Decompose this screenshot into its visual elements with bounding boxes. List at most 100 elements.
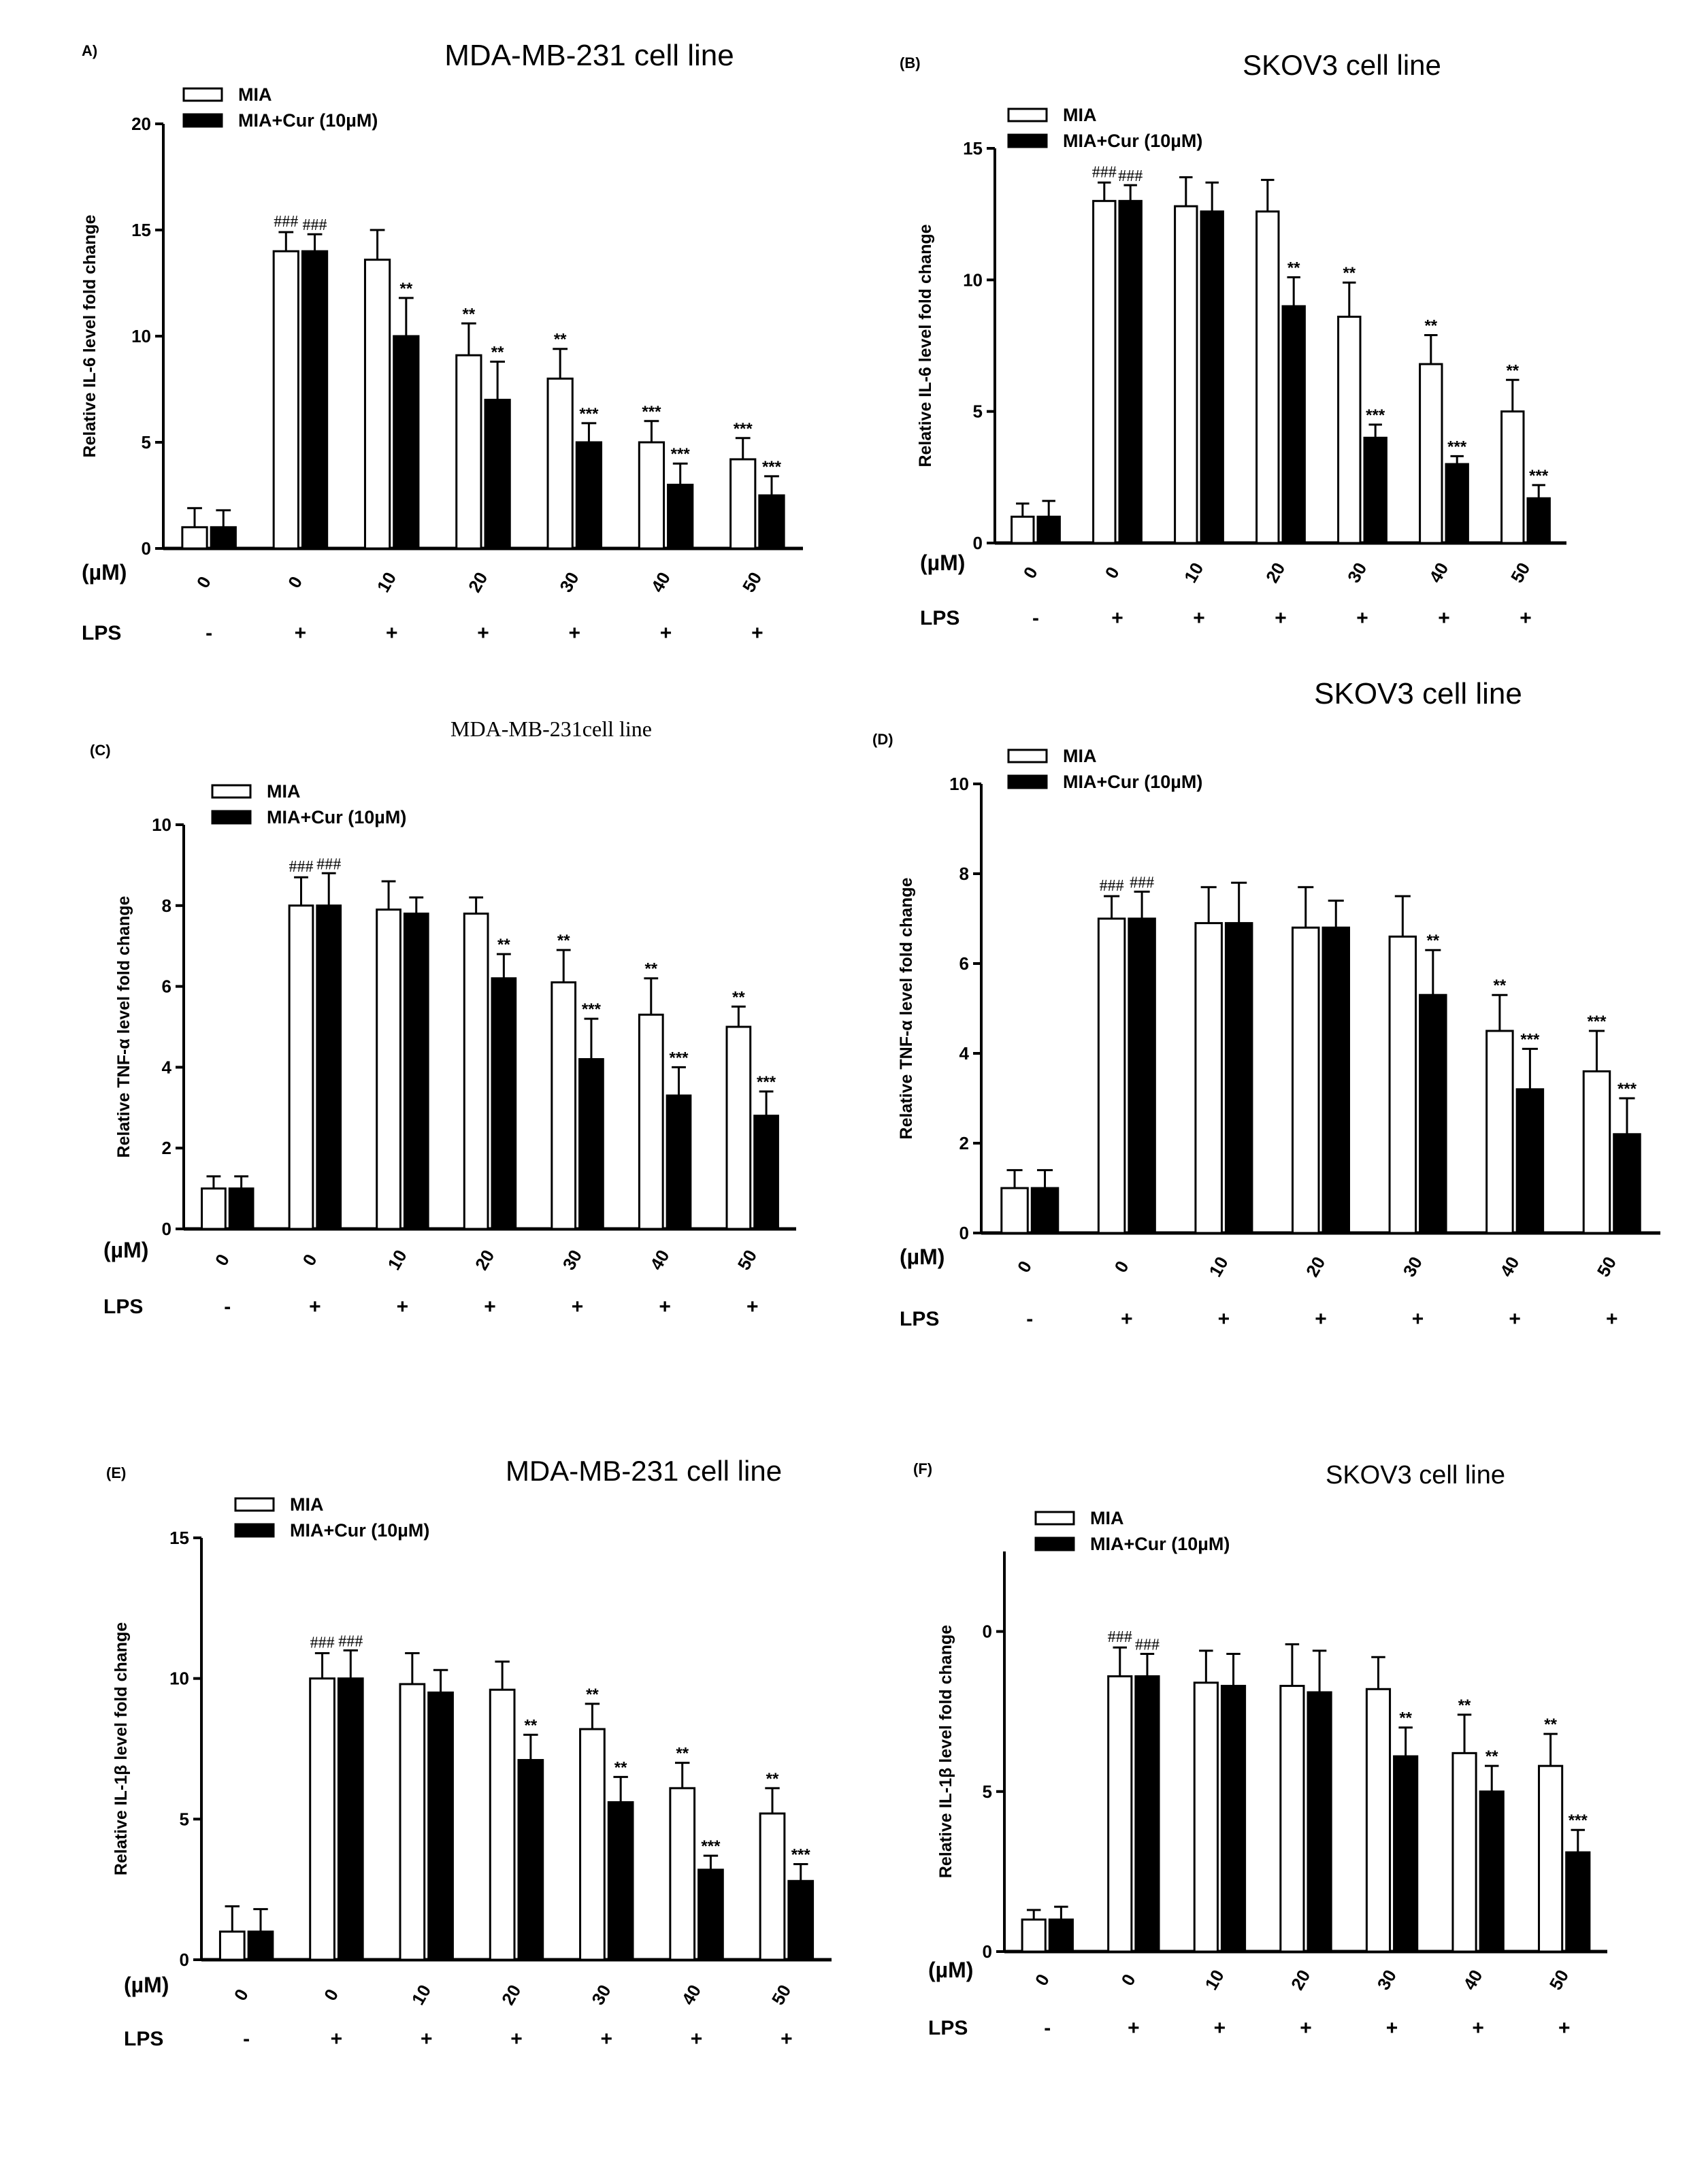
significance-hash: ### <box>1100 877 1124 895</box>
legend: MIA MIA+Cur (10µM) <box>1034 1508 1230 1554</box>
y-tick-label: 8 <box>162 895 171 916</box>
significance-star: ** <box>399 280 412 298</box>
lps-sign: + <box>397 1296 409 1318</box>
legend-swatch-mia <box>182 87 223 102</box>
bar-mia <box>309 1677 335 1961</box>
x-tick-label: 20 <box>1302 1253 1329 1280</box>
x-tick-label: 30 <box>1399 1253 1426 1280</box>
lps-sign: + <box>1472 2017 1484 2039</box>
lps-sign: + <box>331 2028 343 2050</box>
bar-mia-cur <box>1281 305 1306 544</box>
lps-sign: + <box>1438 607 1450 629</box>
lps-sign: + <box>746 1296 759 1318</box>
bar-mia-cur <box>607 1801 634 1961</box>
significance-star: ** <box>732 988 745 1006</box>
lps-sign: + <box>1193 607 1205 629</box>
chart-title: SKOV3 cell line <box>1326 1461 1505 1490</box>
lps-sign: + <box>295 622 307 644</box>
x-tick-label: 40 <box>646 1246 673 1273</box>
y-tick-label: 0 <box>180 1950 189 1970</box>
significance-star: *** <box>762 458 782 476</box>
lps-sign: + <box>1111 607 1123 629</box>
bar-mia-cur <box>1048 1918 1074 1953</box>
lps-sign: + <box>510 2028 523 2050</box>
y-tick-label: 5 <box>142 432 151 453</box>
x-tick-label: 30 <box>1343 559 1370 586</box>
legend-label: MIA+Cur (10µM) <box>238 110 378 131</box>
y-axis-label: Relative IL-1β level fold change <box>936 1625 955 1878</box>
legend-swatch-mia-cur <box>211 810 252 825</box>
significance-star: ** <box>497 936 510 954</box>
legend: MIA MIA+Cur (10µM) <box>182 84 378 131</box>
x-tick-label: 0 <box>1117 1971 1139 1990</box>
concentration-label: (µM) <box>82 560 127 585</box>
bar-mia <box>1011 515 1035 544</box>
bar-mia <box>181 526 208 550</box>
x-tick-label: 20 <box>1262 559 1289 586</box>
significance-star: *** <box>734 420 753 438</box>
bar-mia-cur <box>484 399 511 550</box>
bar-mia-cur <box>1307 1691 1332 1953</box>
x-tick-label: 30 <box>559 1246 586 1273</box>
lps-sign: - <box>206 622 212 644</box>
bar-mia-cur <box>247 1930 274 1961</box>
bar-mia <box>1193 1681 1219 1953</box>
significance-star: *** <box>671 445 691 463</box>
y-axis-label: Relative IL-6 level fold change <box>916 224 935 467</box>
significance-hash: ### <box>1108 1628 1132 1646</box>
bar-mia-cur <box>491 977 517 1230</box>
chart-panel-6: (F) SKOV3 cell line 0 50 Relative IL-1β leve… <box>913 1460 1607 2039</box>
bar-mia-cur <box>1220 1685 1247 1953</box>
y-axis-label: Relative IL-1β level fold change <box>112 1622 131 1875</box>
y-tick-label: 8 <box>959 864 969 884</box>
lps-label: LPS <box>928 2017 968 2039</box>
chart-title: MDA-MB-231 cell line <box>444 39 734 72</box>
panel-letter: (F) <box>913 1460 932 1477</box>
lps-sign: + <box>572 1296 584 1318</box>
lps-sign: + <box>601 2028 613 2050</box>
chart-title: SKOV3 cell line <box>1314 677 1522 710</box>
bar-mia <box>729 458 757 550</box>
bar-mia-cur <box>1393 1755 1419 1953</box>
legend-label: MIA <box>1063 746 1097 766</box>
legend-swatch-mia <box>211 784 252 799</box>
lps-sign: + <box>484 1296 496 1318</box>
legend-label: MIA+Cur (10µM) <box>267 807 406 827</box>
significance-star: ** <box>766 1770 779 1788</box>
lps-sign: - <box>1044 2017 1051 2039</box>
x-tick-label: 50 <box>1593 1253 1620 1280</box>
significance-star: *** <box>791 1845 811 1864</box>
chart-panel-1: A) MDA-MB-231 cell line 0 5 10 15 20 Relative I… <box>80 39 803 644</box>
x-tick-label: 0 <box>193 573 215 592</box>
significance-star: ** <box>557 932 570 950</box>
bar-mia <box>546 377 574 550</box>
legend-label: MIA <box>1090 1508 1124 1528</box>
y-tick-label: 2 <box>959 1133 969 1153</box>
bar-mia <box>399 1683 426 1961</box>
x-tick-label: 40 <box>1425 559 1452 586</box>
bar-mia-cur <box>1515 1088 1545 1234</box>
bar-mia <box>669 1787 696 1961</box>
legend-swatch-mia <box>1034 1511 1075 1526</box>
significance-star: *** <box>701 1837 721 1856</box>
x-tick-label: 0 <box>230 1986 252 2005</box>
significance-star: *** <box>1569 1811 1588 1830</box>
chart-title: MDA-MB-231cell line <box>450 717 652 741</box>
y-tick-label: 15 <box>963 138 983 159</box>
lps-sign: + <box>1356 607 1368 629</box>
bar-mia-cur <box>753 1115 779 1230</box>
x-tick-label: 40 <box>647 568 674 595</box>
legend-swatch-mia-cur <box>1034 1536 1075 1551</box>
lps-sign: + <box>1558 2017 1571 2039</box>
lps-sign: + <box>1275 607 1287 629</box>
y-tick-label: 5 <box>983 1781 992 1802</box>
significance-hash: ### <box>303 216 327 234</box>
x-tick-label: 30 <box>587 1981 614 2008</box>
x-tick-label: 0 <box>1110 1257 1132 1277</box>
x-tick-label: 50 <box>1545 1966 1573 1993</box>
lps-sign: + <box>660 622 672 644</box>
bar-mia <box>1292 926 1320 1234</box>
bar-mia-cur <box>575 441 603 550</box>
y-axis-label: Relative TNF-α level fold change <box>897 877 916 1139</box>
significance-star: *** <box>1520 1030 1540 1049</box>
